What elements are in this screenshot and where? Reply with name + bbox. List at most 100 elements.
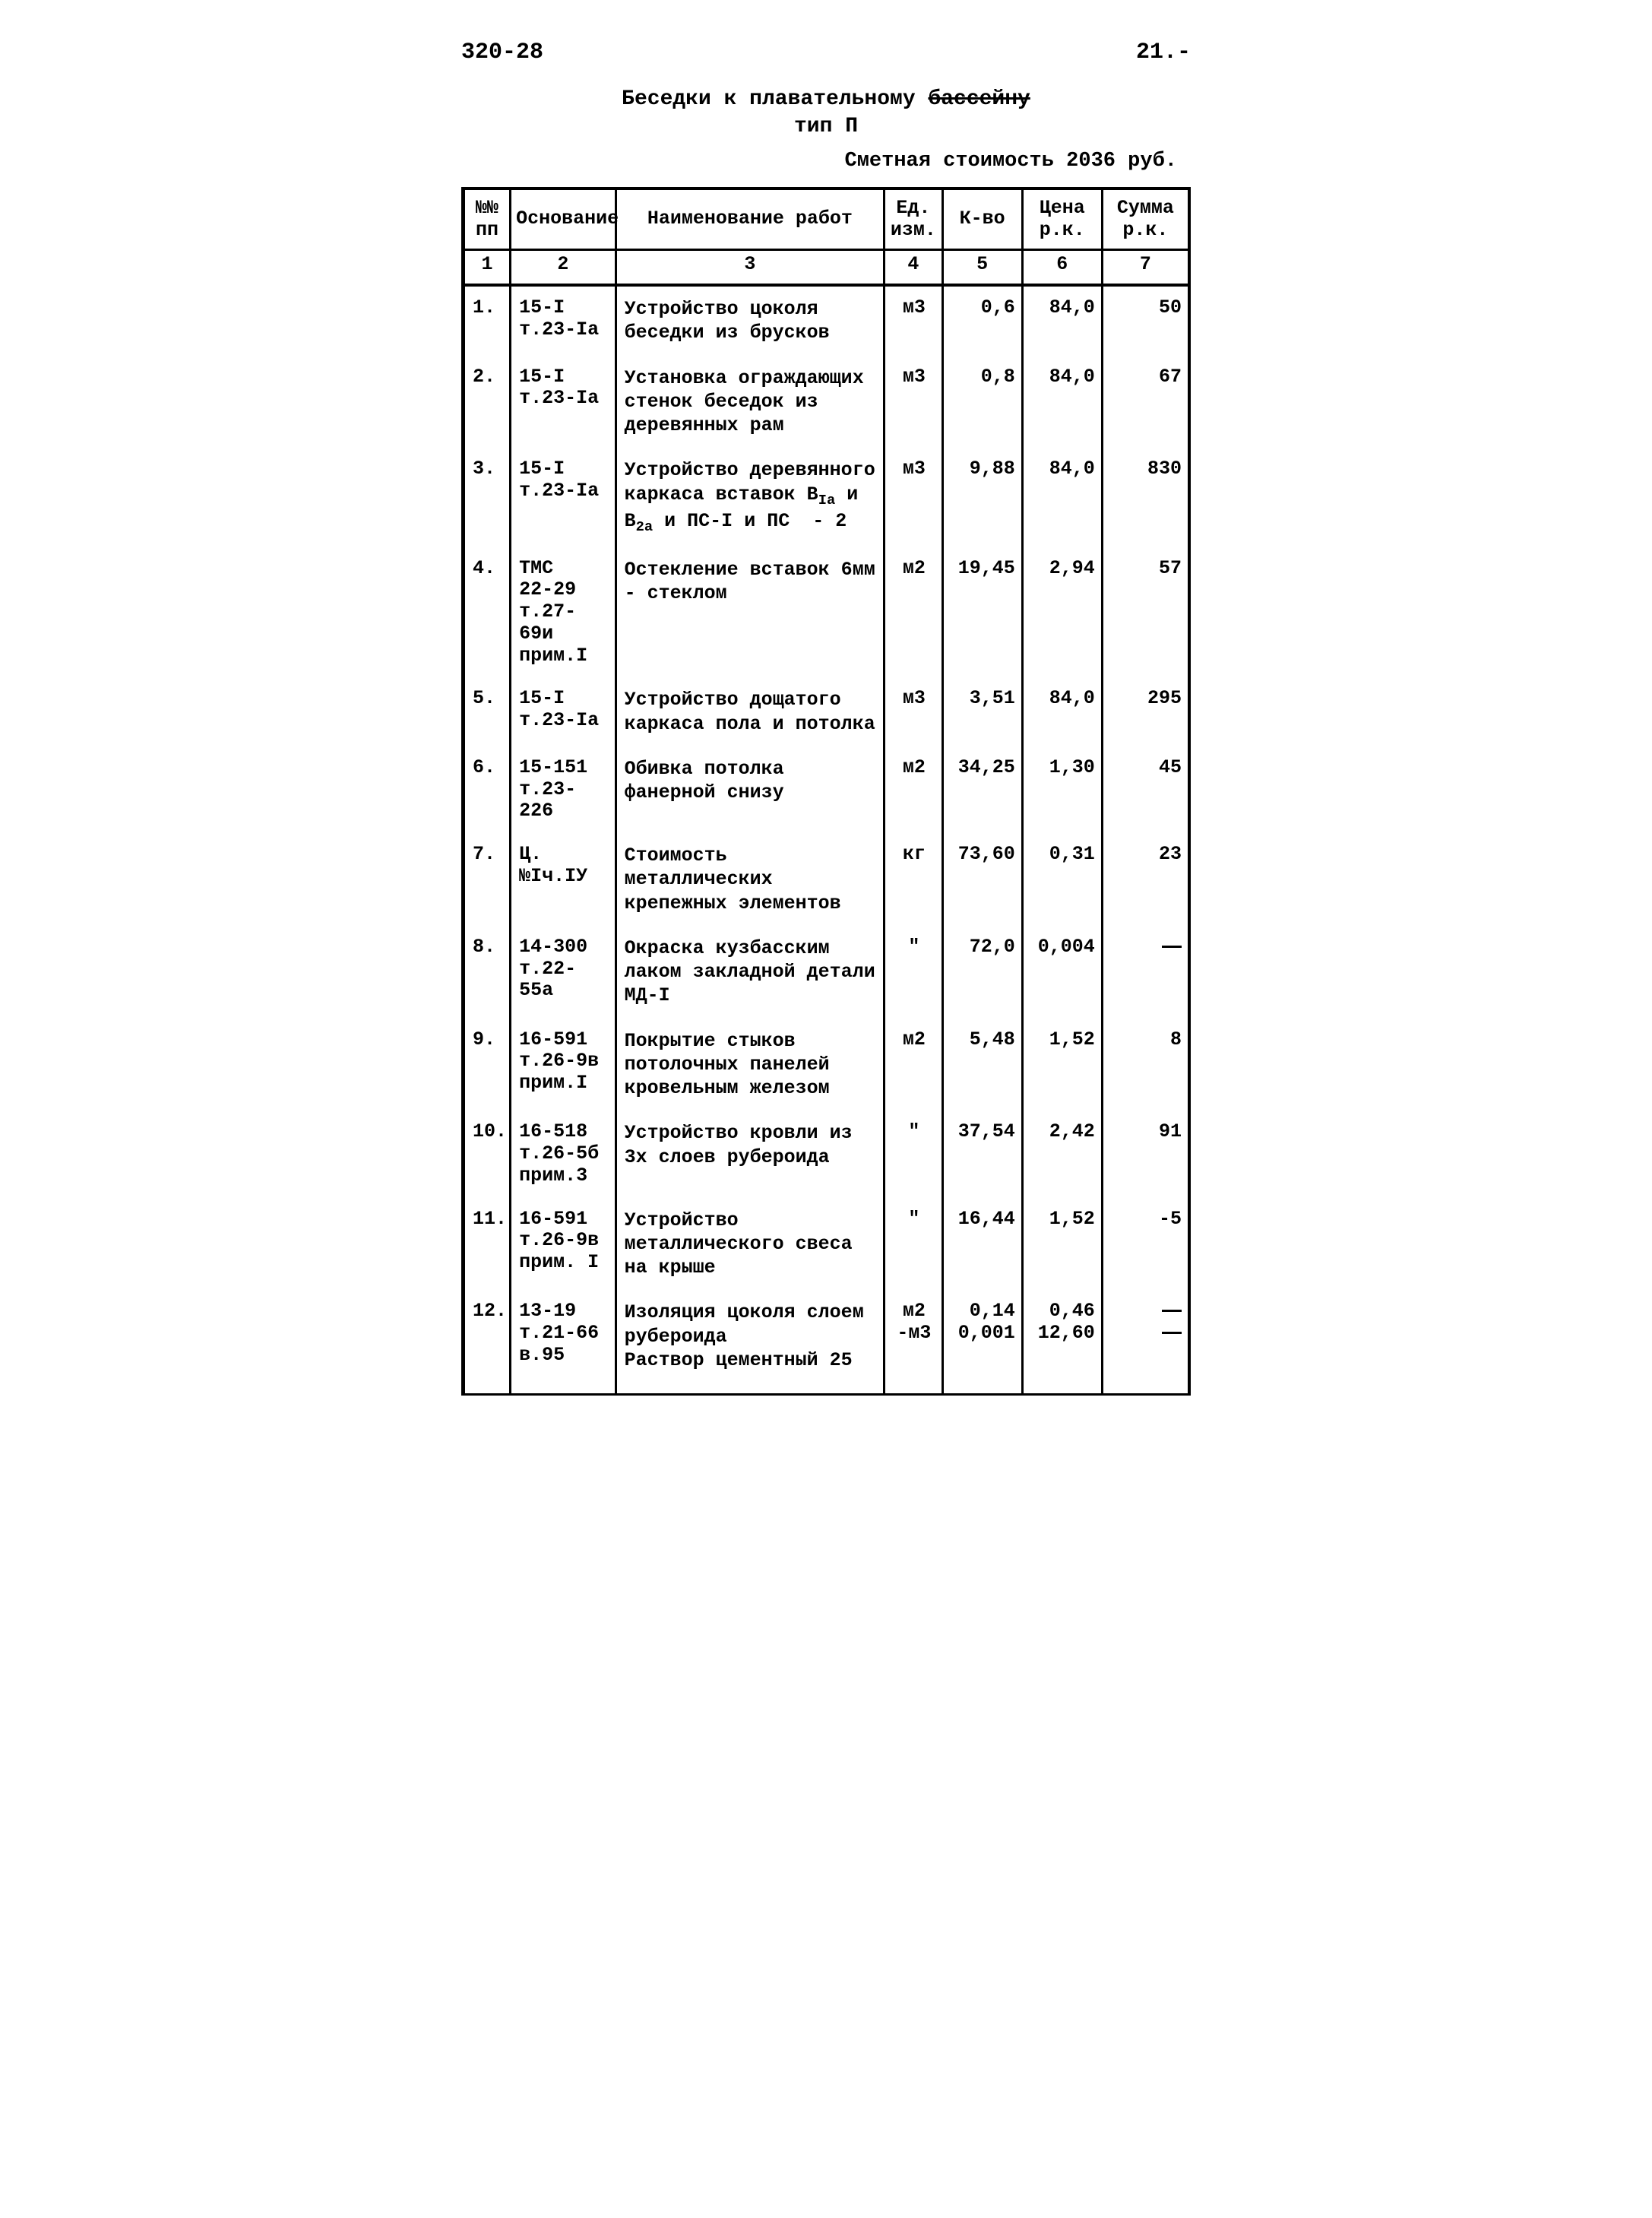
cell-basis: 16-591т.26-9вприм. I: [511, 1198, 616, 1291]
cell-sum: 50: [1102, 285, 1189, 356]
cell-number: 11.: [464, 1198, 511, 1291]
cell-quantity: 0,140,001: [942, 1290, 1022, 1394]
col-header: Суммар.к.: [1102, 189, 1189, 250]
col-header: Ед.изм.: [885, 189, 942, 250]
cell-price: 2,94: [1022, 547, 1102, 678]
table-row: 11.16-591т.26-9вприм. IУстройство металл…: [464, 1198, 1190, 1291]
cell-unit: м2: [885, 1019, 942, 1111]
estimate-table: №№пп Основание Наименование работ Ед.изм…: [461, 187, 1191, 1396]
cell-description: Устройство цоколя беседки из брусков: [616, 285, 885, 356]
header-row-numbers: 1 2 3 4 5 6 7: [464, 250, 1190, 285]
cell-basis: 15-Iт.23-Iа: [511, 677, 616, 746]
cell-sum: 45: [1102, 746, 1189, 833]
cell-quantity: 16,44: [942, 1198, 1022, 1291]
cell-unit: м3: [885, 285, 942, 356]
table-row: 4.ТМС22-29т.27-69иприм.IОстекление встав…: [464, 547, 1190, 678]
cell-basis: 16-518т.26-5бприм.3: [511, 1111, 616, 1197]
col-header: Основание: [511, 189, 616, 250]
cell-description: Устройство дощатого каркаса пола и потол…: [616, 677, 885, 746]
col-header: №№пп: [464, 189, 511, 250]
col-header: Наименование работ: [616, 189, 885, 250]
cell-basis: ТМС22-29т.27-69иприм.I: [511, 547, 616, 678]
cell-number: 7.: [464, 833, 511, 926]
cell-sum: 295: [1102, 677, 1189, 746]
table-row: 10.16-518т.26-5бприм.3Устройство кровли …: [464, 1111, 1190, 1197]
cell-unit: м3: [885, 677, 942, 746]
title-struck: бассейну: [928, 87, 1030, 111]
cell-description: Остекление вставок 6мм - стеклом: [616, 547, 885, 678]
cell-number: 5.: [464, 677, 511, 746]
title-line-1: Беседки к плавательному бассейну: [461, 87, 1191, 112]
col-number: 6: [1022, 250, 1102, 285]
table-row: 7.Ц.№Iч.IУСтоимость металлических крепеж…: [464, 833, 1190, 926]
cell-unit: кг: [885, 833, 942, 926]
cell-basis: 15-Iт.23-Iа: [511, 285, 616, 356]
cell-sum: 67: [1102, 356, 1189, 448]
cell-sum: 91: [1102, 1111, 1189, 1197]
cell-sum: 8: [1102, 1019, 1189, 1111]
cell-description: Окраска кузбасским лаком закладной детал…: [616, 926, 885, 1019]
cell-quantity: 3,51: [942, 677, 1022, 746]
col-header: К-во: [942, 189, 1022, 250]
cell-description: Обивка потолка фанерной снизу: [616, 746, 885, 833]
cell-price: 84,0: [1022, 356, 1102, 448]
cell-number: 2.: [464, 356, 511, 448]
cell-number: 1.: [464, 285, 511, 356]
table-head: №№пп Основание Наименование работ Ед.изм…: [464, 189, 1190, 285]
cell-basis: 15-Iт.23-Iа: [511, 448, 616, 547]
cell-basis: 16-591т.26-9вприм.I: [511, 1019, 616, 1111]
cell-sum: 57: [1102, 547, 1189, 678]
cell-unit: м2: [885, 547, 942, 678]
cell-sum: 23: [1102, 833, 1189, 926]
cell-basis: 15-151т.23-226: [511, 746, 616, 833]
table-row: 3.15-Iт.23-IаУстройство деревянного карк…: [464, 448, 1190, 547]
cell-number: 10.: [464, 1111, 511, 1197]
cell-number: 6.: [464, 746, 511, 833]
col-number: 5: [942, 250, 1022, 285]
title-prefix: Беседки к плавательному: [622, 87, 928, 111]
cell-price: 1,52: [1022, 1019, 1102, 1111]
col-number: 2: [511, 250, 616, 285]
cell-description: Покрытие стыков потолочных панелей крове…: [616, 1019, 885, 1111]
cell-number: 4.: [464, 547, 511, 678]
cell-quantity: 9,88: [942, 448, 1022, 547]
title-block: Беседки к плавательному бассейну тип П: [461, 87, 1191, 139]
header-row-labels: №№пп Основание Наименование работ Ед.изм…: [464, 189, 1190, 250]
title-line-2: тип П: [461, 115, 1191, 139]
cell-quantity: 0,8: [942, 356, 1022, 448]
col-header: Ценар.к.: [1022, 189, 1102, 250]
cell-number: 3.: [464, 448, 511, 547]
table-body: 1.15-Iт.23-IаУстройство цоколя беседки и…: [464, 285, 1190, 1394]
table-row: 9.16-591т.26-9вприм.IПокрытие стыков пот…: [464, 1019, 1190, 1111]
table-row: 6.15-151т.23-226Обивка потолка фанерной …: [464, 746, 1190, 833]
doc-code: 320-28: [461, 40, 543, 66]
cost-line: Сметная стоимость 2036 руб.: [461, 150, 1177, 173]
col-number: 1: [464, 250, 511, 285]
cell-price: 0,4612,60: [1022, 1290, 1102, 1394]
cell-sum: -5: [1102, 1198, 1189, 1291]
cell-description: Устройство кровли из 3х слоев рубероида: [616, 1111, 885, 1197]
cell-unit: м2: [885, 746, 942, 833]
document-page: 320-28 21.- Беседки к плавательному басс…: [461, 40, 1191, 1396]
cell-quantity: 73,60: [942, 833, 1022, 926]
cell-unit: м2-м3: [885, 1290, 942, 1394]
cell-description: Установка ограждающих стенок беседок из …: [616, 356, 885, 448]
cell-description: Стоимость металлических крепежных элемен…: [616, 833, 885, 926]
cell-sum: 830: [1102, 448, 1189, 547]
col-number: 7: [1102, 250, 1189, 285]
cell-sum: [1102, 926, 1189, 1019]
cell-basis: 15-Iт.23-Iа: [511, 356, 616, 448]
cell-basis: Ц.№Iч.IУ: [511, 833, 616, 926]
cell-number: 8.: [464, 926, 511, 1019]
cell-description: Изоляция цоколя слоем рубероидаРаствор ц…: [616, 1290, 885, 1394]
cell-description: Устройство деревянного каркаса вставок В…: [616, 448, 885, 547]
cell-number: 9.: [464, 1019, 511, 1111]
cell-unit: м3: [885, 448, 942, 547]
cell-unit: ": [885, 926, 942, 1019]
cell-price: 84,0: [1022, 285, 1102, 356]
cell-price: 0,31: [1022, 833, 1102, 926]
cell-quantity: 72,0: [942, 926, 1022, 1019]
cell-quantity: 34,25: [942, 746, 1022, 833]
cell-sum: [1102, 1290, 1189, 1394]
cell-price: 1,52: [1022, 1198, 1102, 1291]
